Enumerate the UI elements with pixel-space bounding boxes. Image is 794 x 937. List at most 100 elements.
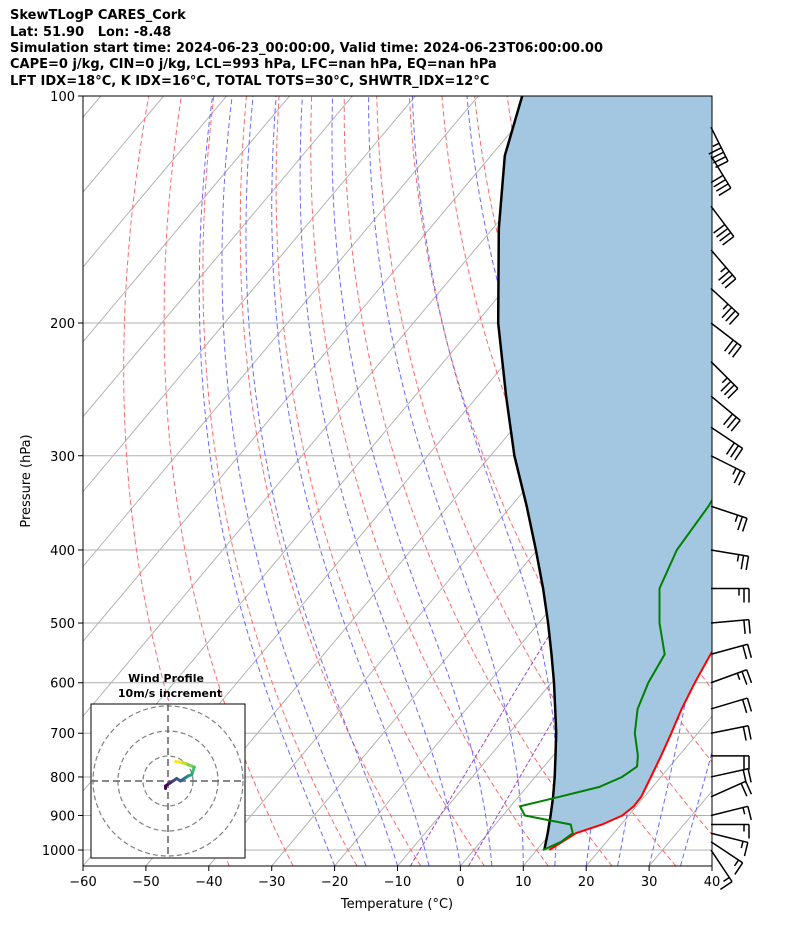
barb-feather [725, 310, 736, 322]
wind-barb [710, 361, 739, 399]
moist-adiabat-line [411, 96, 558, 866]
barb-feather [741, 699, 748, 714]
wind-barb [710, 395, 741, 432]
x-tick-label: 0 [456, 875, 464, 890]
x-tick-label: 30 [641, 875, 658, 890]
barb-half-feather [721, 377, 728, 384]
wind-barb [710, 697, 753, 714]
wind-barb [710, 505, 748, 532]
barb-staff [710, 155, 732, 189]
x-axis-label: Temperature (°C) [340, 897, 453, 912]
barb-half-feather [742, 807, 746, 815]
y-tick-label: 800 [50, 771, 75, 786]
wind-barb [710, 805, 752, 821]
isotherm-line [83, 96, 353, 418]
x-tick-label: −20 [321, 875, 348, 890]
y-tick-label: 900 [50, 810, 75, 825]
barb-feather [747, 806, 752, 821]
barb-feather [719, 231, 732, 242]
dry-adiabat-line [275, 96, 485, 866]
barb-staff [710, 832, 749, 844]
y-tick-label: 700 [50, 727, 75, 742]
wind-barb [710, 618, 751, 635]
x-tick-label: −30 [258, 875, 285, 890]
barb-feather [741, 518, 748, 532]
y-tick-label: 400 [50, 544, 75, 559]
wind-barb [711, 587, 750, 603]
barb-half-feather [723, 876, 730, 882]
barb-feather [747, 725, 752, 740]
barb-feather [731, 345, 742, 358]
barb-half-feather [732, 467, 737, 475]
barb-feather [726, 416, 737, 429]
y-tick-label: 100 [50, 90, 75, 105]
barb-staff [710, 697, 748, 710]
isotherm-line [83, 96, 605, 718]
barb-feather [724, 339, 734, 352]
barb-feather [746, 669, 753, 684]
x-tick-label: −40 [195, 875, 222, 890]
y-tick-label: 600 [50, 677, 75, 692]
barb-half-feather [734, 514, 739, 522]
inset-subtitle: 10m/s increment [118, 687, 222, 700]
moist-adiabat-line [221, 96, 367, 866]
barb-feather [723, 384, 735, 396]
barb-staff [710, 805, 749, 817]
barb-feather [720, 881, 733, 891]
barb-feather [734, 447, 744, 461]
moist-adiabat-line [198, 96, 336, 866]
y-tick-label: 200 [50, 317, 75, 332]
moist-adiabat-line [299, 96, 461, 866]
wind-barb [711, 755, 750, 770]
dewpoint-line [518, 498, 712, 851]
isotherm-line [83, 96, 227, 268]
wind-barbs [708, 126, 753, 891]
barb-feather [737, 516, 744, 531]
barb-feather [734, 862, 744, 875]
moist-adiabat-line [271, 96, 430, 866]
barb-feather [722, 413, 734, 426]
chart-axes: −60 −50 −40 −30 −20 −10 0 10 20 30 40 1000 900 800 700… [42, 90, 720, 890]
barb-feather [745, 556, 750, 571]
dry-adiabat-line [702, 96, 712, 127]
wind-barb [710, 455, 746, 486]
isotherm-line [83, 96, 479, 568]
wind-barb [710, 767, 752, 784]
y-tick-label: 300 [50, 450, 75, 465]
barb-staff [710, 126, 729, 162]
y-tick-label: 1000 [42, 844, 75, 859]
barb-half-feather [720, 266, 727, 273]
wind-barb [710, 205, 735, 246]
wind-barb [710, 780, 753, 798]
barb-feather [713, 178, 726, 188]
barb-feather [741, 671, 748, 685]
moist-adiabat-line [368, 96, 524, 866]
barb-feather [721, 274, 733, 285]
wind-barb [710, 322, 742, 358]
barb-half-feather [736, 672, 741, 681]
barb-staff [710, 767, 749, 778]
moist-adiabat-line [711, 864, 712, 866]
barb-staff [710, 669, 747, 684]
barb-feather [745, 781, 753, 795]
barb-feather [730, 419, 741, 432]
barb-half-feather [740, 841, 744, 849]
barb-feather [742, 645, 748, 660]
barb-half-feather [712, 142, 720, 148]
y-axis-label: Pressure (hPa) [19, 434, 34, 527]
barb-staff [710, 249, 737, 280]
barb-feather [742, 726, 747, 741]
barb-feather [712, 156, 727, 164]
isotherm-line [83, 96, 416, 493]
barb-feather [740, 555, 745, 570]
barb-half-feather [736, 554, 740, 562]
barb-feather [715, 160, 729, 169]
barb-staff [710, 455, 746, 474]
barb-feather [733, 470, 742, 484]
x-tick-label: −60 [69, 875, 96, 890]
y-tick-label: 500 [50, 617, 75, 632]
barb-staff [710, 322, 742, 347]
barb-half-feather [722, 303, 729, 310]
wind-profile-inset: Wind Profile 10m/s increment [90, 672, 246, 859]
barb-feather [710, 174, 724, 184]
